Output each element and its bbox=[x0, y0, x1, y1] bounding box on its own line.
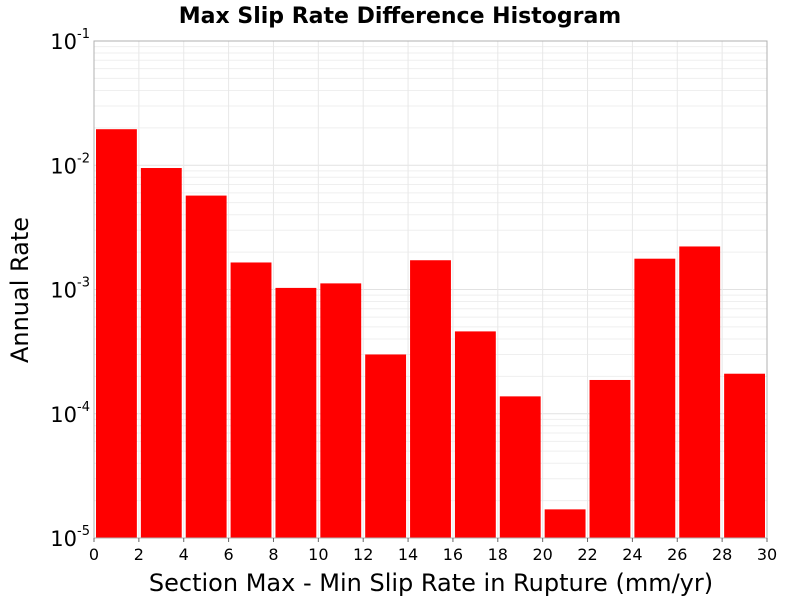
y-axis-ticks: 10-5 10-4 10-3 10-2 10-1 bbox=[50, 27, 90, 551]
bar-14 bbox=[724, 373, 765, 538]
bar-10 bbox=[544, 509, 586, 538]
bars bbox=[96, 129, 765, 539]
x-tick-label: 16 bbox=[443, 545, 463, 564]
x-axis-ticks: 0 2 4 6 8 10 12 14 16 18 20 22 24 26 28 30 bbox=[89, 538, 777, 564]
x-tick-label: 20 bbox=[532, 545, 552, 564]
x-tick-label: 6 bbox=[224, 545, 234, 564]
x-tick-label: 14 bbox=[398, 545, 418, 564]
bar-2 bbox=[185, 195, 227, 538]
y-tick-label: 10-4 bbox=[50, 400, 90, 427]
x-tick-label: 10 bbox=[308, 545, 328, 564]
x-tick-label: 30 bbox=[757, 545, 777, 564]
x-tick-label: 4 bbox=[179, 545, 189, 564]
x-tick-label: 8 bbox=[268, 545, 278, 564]
bar-6 bbox=[365, 354, 407, 538]
y-tick-label: 10-1 bbox=[50, 27, 90, 54]
bar-8 bbox=[454, 331, 496, 538]
y-tick-label: 10-3 bbox=[50, 276, 90, 303]
bar-7 bbox=[410, 260, 451, 538]
bar-11 bbox=[589, 379, 631, 538]
chart-title: Max Slip Rate Difference Histogram bbox=[179, 4, 621, 29]
x-tick-label: 2 bbox=[134, 545, 144, 564]
x-tick-label: 12 bbox=[353, 545, 373, 564]
bar-0 bbox=[96, 129, 137, 538]
plot-frame bbox=[93, 40, 768, 539]
bar-1 bbox=[140, 168, 182, 539]
bar-9 bbox=[499, 396, 541, 538]
y-axis-label: Annual Rate bbox=[6, 217, 34, 363]
bar-4 bbox=[275, 287, 317, 538]
x-tick-label: 22 bbox=[577, 545, 597, 564]
bar-5 bbox=[320, 283, 362, 538]
y-tick-label: 10-5 bbox=[50, 524, 90, 551]
bar-3 bbox=[230, 262, 272, 538]
y-tick-label: 10-2 bbox=[50, 151, 90, 178]
x-tick-label: 26 bbox=[667, 545, 687, 564]
bar-13 bbox=[679, 246, 721, 538]
bar-12 bbox=[634, 258, 676, 538]
x-axis-label: Section Max - Min Slip Rate in Rupture (… bbox=[149, 569, 713, 597]
x-tick-label: 28 bbox=[712, 545, 732, 564]
x-tick-label: 24 bbox=[622, 545, 642, 564]
x-tick-label: 18 bbox=[488, 545, 508, 564]
x-tick-label: 0 bbox=[89, 545, 99, 564]
